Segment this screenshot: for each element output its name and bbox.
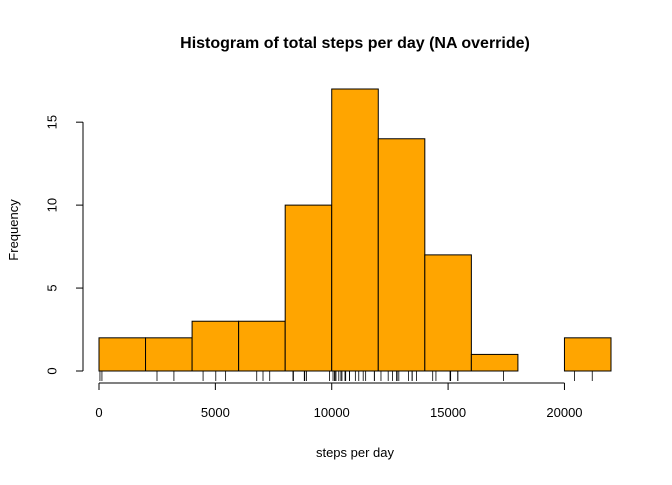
histogram-bar-7	[424, 254, 472, 372]
histogram-bar-8	[470, 353, 519, 372]
y-axis-label: Frequency	[6, 199, 21, 261]
histogram-bar-3	[238, 320, 286, 372]
x-axis: 0 5000 10000 15000 20000	[95, 382, 583, 420]
histogram-bar-1	[145, 337, 193, 372]
y-tick-label-3: 15	[45, 115, 60, 129]
histogram-bar-10	[563, 337, 612, 372]
y-axis: 0 5 10 15	[45, 115, 84, 375]
x-tick-label-0: 0	[95, 405, 102, 420]
y-tick-label-0: 0	[45, 367, 60, 374]
x-tick-label-3: 15000	[430, 405, 466, 420]
x-tick-label-4: 20000	[546, 405, 582, 420]
chart-title: Histogram of total steps per day (NA ove…	[180, 35, 530, 52]
histogram-bar-0	[98, 337, 147, 372]
histogram-bar-5	[331, 88, 379, 372]
y-tick-label-1: 5	[45, 284, 60, 291]
histogram-bar-4	[284, 204, 333, 372]
rug-marks	[99, 371, 593, 381]
histogram-bars	[98, 88, 612, 372]
y-tick-label-2: 10	[45, 198, 60, 212]
x-tick-label-2: 10000	[314, 405, 350, 420]
x-axis-label: steps per day	[316, 445, 395, 460]
histogram-bar-2	[191, 320, 240, 372]
histogram-bar-6	[377, 138, 426, 372]
x-tick-label-1: 5000	[201, 405, 230, 420]
